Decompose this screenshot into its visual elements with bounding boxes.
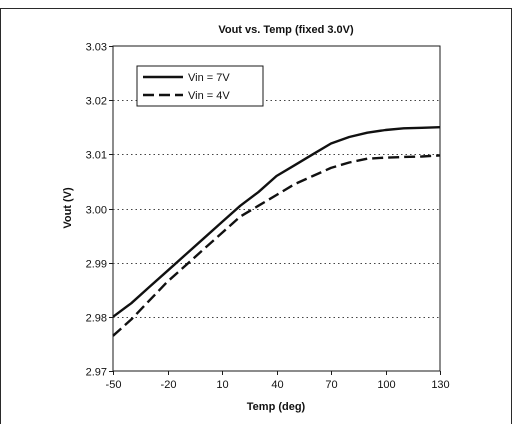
x-axis-title: Temp (deg) bbox=[247, 401, 306, 413]
axis-ticks: 2.97 2.98 2.99 3.00 3.01 3.02 3.03 -50 -20 10 40 70… bbox=[86, 42, 450, 392]
y-tick-label: 3.00 bbox=[86, 205, 107, 217]
series-lines bbox=[112, 126, 441, 337]
y-tick-label: 3.02 bbox=[86, 96, 107, 108]
legend-box bbox=[136, 65, 264, 107]
x-tick-label: 100 bbox=[377, 379, 395, 391]
x-tick-label: 130 bbox=[431, 379, 449, 391]
y-tick-label: 3.03 bbox=[86, 42, 107, 54]
y-tick-label: 2.98 bbox=[86, 313, 107, 325]
legend: Vin = 7V Vin = 4V bbox=[136, 65, 264, 107]
legend-label-vin-7v: Vin = 7V bbox=[188, 72, 230, 84]
y-tick-label: 2.97 bbox=[86, 367, 107, 379]
series-line-vin-4v bbox=[112, 154, 441, 337]
chart-title: Vout vs. Temp (fixed 3.0V) bbox=[218, 24, 354, 36]
x-tick-label: 70 bbox=[325, 379, 337, 391]
x-tick-label: -20 bbox=[161, 379, 177, 391]
y-axis-title: Vout (V) bbox=[62, 187, 74, 229]
y-tick-label: 3.01 bbox=[86, 150, 107, 162]
legend-label-vin-4v: Vin = 4V bbox=[188, 90, 230, 102]
series-line-vin-7v bbox=[112, 126, 441, 318]
x-tick-label: 10 bbox=[216, 379, 228, 391]
x-tick-label: 40 bbox=[271, 379, 283, 391]
x-tick-label: -50 bbox=[106, 379, 122, 391]
y-tick-label: 2.99 bbox=[86, 259, 107, 271]
